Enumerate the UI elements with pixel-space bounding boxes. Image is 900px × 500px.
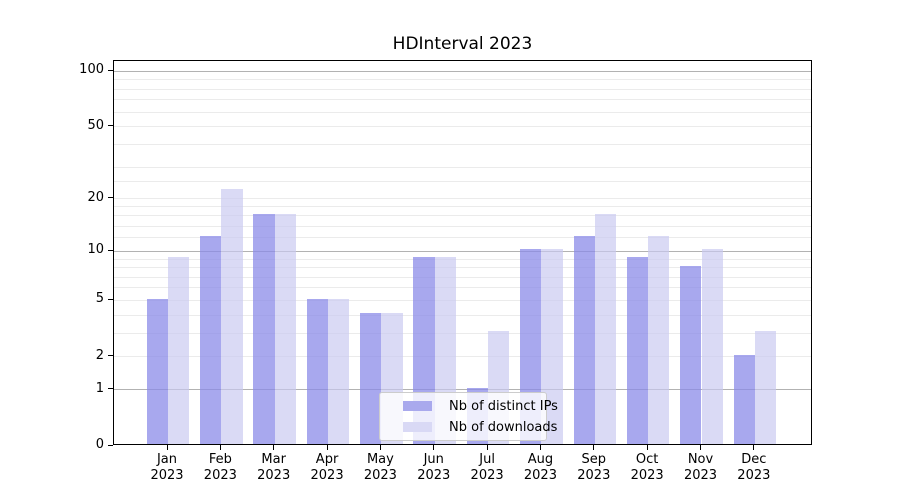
legend-label-downloads: Nb of downloads [449, 419, 558, 435]
x-tick-mark [219, 445, 221, 450]
gridline-major [114, 70, 811, 72]
y-tick-mark [108, 69, 113, 71]
gridline-minor [114, 166, 811, 168]
bar-downloads [328, 298, 350, 444]
gridline-major [114, 389, 811, 391]
x-tick-label: Jan 2023 [150, 452, 184, 483]
x-tick-mark [433, 445, 435, 450]
y-tick-mark [108, 444, 113, 446]
y-tick-mark [108, 388, 113, 390]
x-tick-mark [753, 445, 755, 450]
bar-downloads [701, 249, 723, 444]
bar-distinct-ips [306, 298, 329, 444]
x-tick-label: Nov 2023 [683, 452, 718, 483]
bar-downloads [274, 213, 296, 444]
bar-distinct-ips [146, 298, 168, 444]
gridline-minor [114, 276, 811, 278]
y-tick-label: 100 [79, 62, 104, 78]
plot-area: Nb of distinct IPs Nb of downloads [113, 60, 812, 445]
gridline-minor [114, 215, 811, 217]
gridline-minor [114, 126, 811, 128]
x-tick-label: Jul 2023 [470, 452, 504, 483]
x-tick-mark [593, 445, 595, 450]
gridline-minor [114, 206, 811, 208]
legend-item-distinct-ips: Nb of distinct IPs [403, 398, 558, 414]
gridline-minor [114, 332, 811, 334]
gridline-minor [114, 111, 811, 113]
gridline-minor [114, 180, 811, 182]
legend-label-distinct-ips: Nb of distinct IPs [449, 398, 558, 414]
gridline-minor [114, 299, 811, 301]
x-tick-mark [700, 445, 701, 450]
x-tick-mark [539, 445, 541, 450]
bar-distinct-ips [680, 265, 702, 444]
x-tick-mark [326, 445, 328, 450]
bar-distinct-ips [360, 313, 382, 444]
y-tick-label: 20 [87, 189, 104, 205]
gridline-minor [114, 88, 811, 90]
bar-downloads [594, 213, 617, 444]
x-tick-mark [646, 445, 648, 450]
legend-swatch-downloads [403, 422, 432, 432]
gridline-major [114, 250, 811, 252]
y-tick-mark [108, 355, 113, 357]
gridline-minor [114, 225, 811, 227]
x-tick-mark [486, 445, 488, 450]
y-tick-mark [108, 197, 113, 199]
bar-distinct-ips [733, 354, 755, 444]
y-tick-label: 5 [95, 291, 104, 307]
x-tick-mark [273, 445, 275, 450]
x-tick-label: Mar 2023 [257, 452, 291, 483]
gridline-minor [114, 258, 811, 260]
x-tick-label: May 2023 [363, 452, 397, 483]
x-tick-mark [379, 445, 381, 450]
bar-distinct-ips [253, 213, 275, 444]
y-tick-mark [108, 125, 113, 127]
y-tick-label: 10 [87, 242, 104, 258]
bar-downloads [754, 331, 777, 444]
bar-distinct-ips [200, 235, 222, 444]
gridline-minor [114, 99, 811, 101]
x-tick-label: Jun 2023 [417, 452, 451, 483]
y-tick-label: 2 [95, 347, 104, 363]
gridline-minor [114, 356, 811, 358]
bar-downloads [648, 235, 670, 444]
gridline-minor [114, 198, 811, 200]
gridline-minor [114, 79, 811, 81]
bar-distinct-ips [626, 257, 649, 444]
y-tick-mark [108, 249, 113, 251]
x-tick-label: Dec 2023 [737, 452, 771, 483]
gridline-minor [114, 287, 811, 289]
x-tick-label: Oct 2023 [630, 452, 664, 483]
legend-item-downloads: Nb of downloads [403, 419, 557, 435]
y-tick-label: 1 [95, 380, 104, 396]
x-tick-label: Apr 2023 [310, 452, 344, 483]
x-tick-label: Aug 2023 [523, 452, 557, 483]
gridline-minor [114, 237, 811, 239]
y-tick-label: 0 [95, 437, 104, 452]
chart-title: HDInterval 2023 [392, 34, 533, 54]
bar-downloads [168, 257, 190, 444]
gridline-minor [114, 267, 811, 269]
gridline-minor [114, 143, 811, 145]
x-tick-label: Feb 2023 [203, 452, 237, 483]
x-tick-label: Sep 2023 [577, 452, 611, 483]
legend: Nb of distinct IPs Nb of downloads [379, 392, 558, 441]
x-tick-mark [166, 445, 168, 450]
bar-downloads [221, 189, 243, 444]
bar-distinct-ips [573, 235, 595, 444]
legend-swatch-distinct-ips [403, 401, 432, 411]
y-tick-label: 50 [87, 117, 104, 133]
y-tick-mark [108, 298, 113, 300]
gridline-minor [114, 314, 811, 316]
